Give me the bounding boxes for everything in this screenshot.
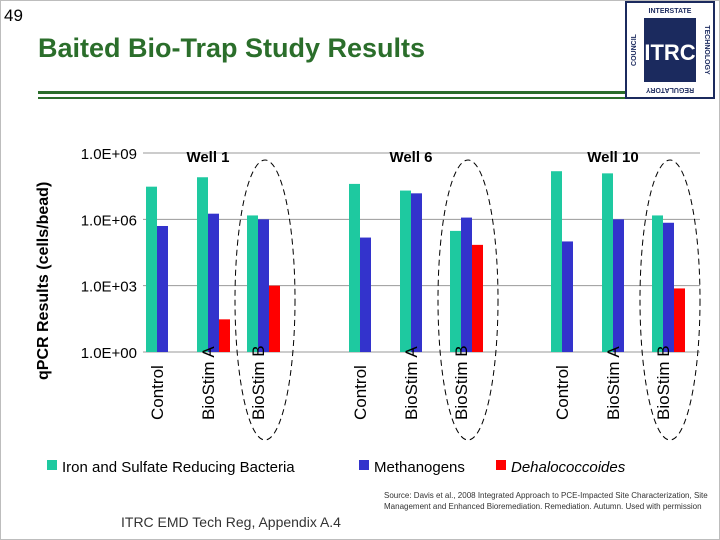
category-label: BioStim B	[654, 345, 673, 420]
bar	[602, 173, 613, 352]
legend-label: Dehalococcoides	[511, 459, 626, 476]
source-citation: Source: Davis et al., 2008 Integrated Ap…	[384, 491, 708, 511]
bar	[269, 285, 280, 352]
category-label: BioStim B	[249, 345, 268, 420]
bar	[157, 225, 168, 352]
legend-label: Iron and Sulfate Reducing Bacteria	[62, 459, 295, 476]
y-tick-label: 1.0E+06	[81, 212, 137, 229]
group-label: Well 6	[389, 149, 432, 166]
slide-number: 49	[4, 6, 23, 25]
bar	[551, 171, 562, 352]
footer-reference: ITRC EMD Tech Reg, Appendix A.4	[121, 514, 341, 530]
legend-swatch	[359, 460, 369, 470]
title-rule	[38, 91, 628, 94]
itrc-logo: ITRC INTERSTATE REGULATORY COUNCIL TECHN…	[625, 1, 715, 99]
highlight-ellipse	[437, 159, 499, 441]
legend-swatch	[47, 460, 57, 470]
y-tick-label: 1.0E+00	[81, 345, 137, 362]
bar	[663, 222, 674, 352]
bar	[258, 219, 269, 352]
group-label: Well 10	[587, 149, 638, 166]
legend-label: Methanogens	[374, 459, 465, 476]
logo-left-text: COUNCIL	[631, 33, 638, 66]
logo-right-text: TECHNOLOGY	[703, 25, 710, 75]
bar	[400, 190, 411, 352]
title-rule-thin	[38, 97, 628, 99]
logo-top-text: INTERSTATE	[649, 8, 692, 15]
bar	[208, 213, 219, 352]
group-label: Well 1	[186, 149, 229, 166]
bar	[197, 177, 208, 352]
slide-title: Baited Bio-Trap Study Results	[38, 33, 426, 63]
logo-big-text: ITRC	[644, 40, 695, 65]
y-tick-label: 1.0E+03	[81, 279, 137, 296]
highlight-ellipse	[234, 159, 296, 441]
bar	[461, 217, 472, 352]
category-label: Control	[351, 365, 370, 420]
bar	[247, 215, 258, 352]
bar	[652, 215, 663, 352]
y-tick-label: 1.0E+09	[81, 146, 137, 163]
category-label: BioStim B	[452, 345, 471, 420]
bar	[562, 241, 573, 352]
bar	[450, 230, 461, 352]
logo-bottom-text: REGULATORY	[646, 86, 694, 93]
bar	[349, 183, 360, 352]
bar	[472, 244, 483, 352]
y-axis-label: qPCR Results (cells/bead)	[35, 182, 52, 380]
highlight-ellipse	[639, 159, 701, 441]
legend-swatch	[496, 460, 506, 470]
category-label: BioStim A	[199, 346, 218, 420]
bar	[411, 193, 422, 352]
category-label: BioStim A	[604, 346, 623, 420]
bar	[613, 219, 624, 352]
category-label: Control	[148, 365, 167, 420]
bar	[146, 186, 157, 352]
category-label: Control	[553, 365, 572, 420]
bar	[674, 288, 685, 352]
category-label: BioStim A	[402, 346, 421, 420]
bar	[360, 237, 371, 352]
bar	[219, 319, 230, 352]
